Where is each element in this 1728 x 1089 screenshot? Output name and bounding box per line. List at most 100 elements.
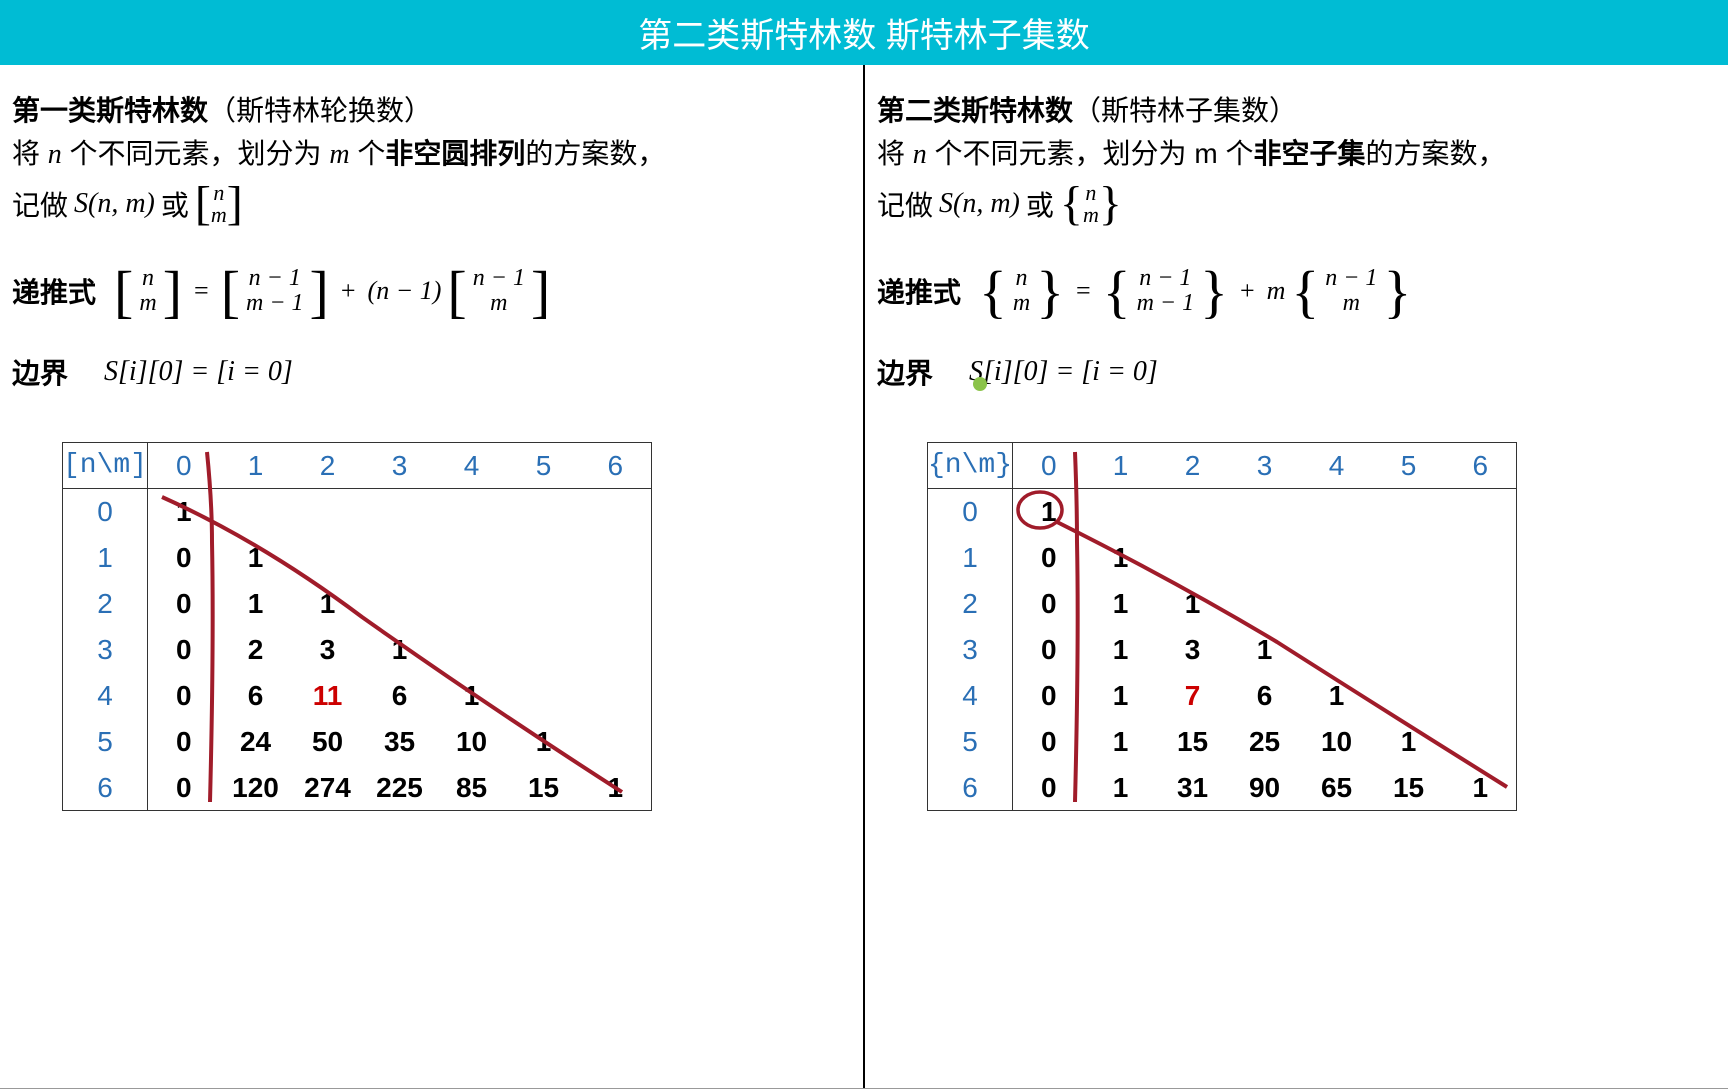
- left-table-wrap: [n\m]01234560110120113023140611615024503…: [62, 442, 851, 811]
- table-cell: 50: [292, 719, 364, 765]
- left-title: 第一类斯特林数（斯特林轮换数）: [12, 89, 851, 129]
- table-cell: 85: [436, 765, 508, 811]
- table-cell: 1: [508, 719, 580, 765]
- right-title-bold: 第二类斯特林数: [877, 95, 1073, 126]
- table-row-header: 6: [63, 765, 148, 811]
- table-cell: 11: [292, 673, 364, 719]
- table-col-header: 0: [148, 443, 220, 489]
- table-cell: [1445, 489, 1517, 535]
- table-row-header: 4: [63, 673, 148, 719]
- table-cell: [436, 581, 508, 627]
- table-cell: [508, 535, 580, 581]
- right-column: 第二类斯特林数（斯特林子集数） 将 n 个不同元素，划分为 m 个非空子集的方案…: [863, 65, 1728, 1088]
- table-cell: [580, 489, 652, 535]
- table-cell: [508, 581, 580, 627]
- table-col-header: 3: [1229, 443, 1301, 489]
- table-cell: [1373, 627, 1445, 673]
- left-column: 第一类斯特林数（斯特林轮换数） 将 n 个不同元素，划分为 m 个非空圆排列的方…: [0, 65, 863, 1088]
- table-cell: 10: [436, 719, 508, 765]
- table-col-header: 6: [1445, 443, 1517, 489]
- table-cell: [580, 719, 652, 765]
- table-cell: 0: [1013, 581, 1085, 627]
- table-cell: [508, 627, 580, 673]
- table-cell: 0: [148, 765, 220, 811]
- table-cell: 0: [1013, 765, 1085, 811]
- right-bracket-icon: { nm }: [1060, 182, 1122, 226]
- right-recurrence: 递推式 {nm} = {n − 1m − 1} + m {n − 1m}: [877, 266, 1716, 316]
- table-cell: 31: [1157, 765, 1229, 811]
- table-cell: [580, 535, 652, 581]
- table-cell: [580, 627, 652, 673]
- table-row-header: 3: [63, 627, 148, 673]
- cursor-dot-icon: [973, 377, 987, 391]
- table-row: 101: [928, 535, 1517, 581]
- table-cell: 0: [1013, 673, 1085, 719]
- table-cell: [1445, 673, 1517, 719]
- table-cell: [1229, 581, 1301, 627]
- table-cell: 120: [220, 765, 292, 811]
- table-cell: [580, 673, 652, 719]
- table-row: 2011: [63, 581, 652, 627]
- table-cell: 1: [220, 581, 292, 627]
- table-row: 101: [63, 535, 652, 581]
- table-row-header: 0: [63, 489, 148, 535]
- table-cell: [580, 581, 652, 627]
- table-cell: 0: [148, 719, 220, 765]
- table-row: 01: [928, 489, 1517, 535]
- left-title-bold: 第一类斯特林数: [12, 95, 208, 126]
- table-cell: [292, 535, 364, 581]
- left-bracket-icon: [ nm ]: [195, 182, 243, 226]
- table-cell: [1157, 489, 1229, 535]
- table-cell: [1301, 627, 1373, 673]
- table-cell: [1373, 535, 1445, 581]
- table-cell: [1445, 719, 1517, 765]
- right-table: {n\m}01234560110120113013140176150115251…: [927, 442, 1517, 811]
- table-cell: [364, 581, 436, 627]
- table-cell: [1373, 581, 1445, 627]
- table-cell: [1445, 627, 1517, 673]
- left-notation: 记做 S(n, m) 或 [ nm ]: [12, 182, 851, 226]
- table-cell: 25: [1229, 719, 1301, 765]
- table-cell: 1: [1085, 627, 1157, 673]
- table-row: 30131: [928, 627, 1517, 673]
- table-col-header: 6: [580, 443, 652, 489]
- table-cell: 0: [148, 673, 220, 719]
- table-cell: 7: [1157, 673, 1229, 719]
- table-cell: 1: [1085, 719, 1157, 765]
- table-cell: [1229, 535, 1301, 581]
- table-cell: 1: [1445, 765, 1517, 811]
- left-desc: 将 n 个不同元素，划分为 m 个非空圆排列的方案数，: [12, 133, 851, 176]
- table-cell: [1445, 535, 1517, 581]
- table-cell: 1: [292, 581, 364, 627]
- table-cell: [436, 627, 508, 673]
- table-row-header: 5: [63, 719, 148, 765]
- table-row: 6012027422585151: [63, 765, 652, 811]
- table-row-header: 3: [928, 627, 1013, 673]
- table-cell: [364, 535, 436, 581]
- table-cell: 10: [1301, 719, 1373, 765]
- table-col-header: 5: [1373, 443, 1445, 489]
- table-cell: [508, 673, 580, 719]
- table-cell: 3: [292, 627, 364, 673]
- table-row: 01: [63, 489, 652, 535]
- table-cell: [292, 489, 364, 535]
- table-cell: 24: [220, 719, 292, 765]
- table-cell: [1301, 535, 1373, 581]
- table-cell: [1445, 581, 1517, 627]
- table-col-header: 1: [1085, 443, 1157, 489]
- header-title: 第二类斯特林数 斯特林子集数: [638, 17, 1089, 55]
- table-row-header: 2: [928, 581, 1013, 627]
- table-col-header: 4: [436, 443, 508, 489]
- table-cell: 0: [1013, 719, 1085, 765]
- table-cell: 225: [364, 765, 436, 811]
- table-cell: 2: [220, 627, 292, 673]
- table-row: 601319065151: [928, 765, 1517, 811]
- table-cell: 1: [148, 489, 220, 535]
- table-corner: [n\m]: [63, 443, 148, 489]
- table-cell: 0: [148, 535, 220, 581]
- table-cell: [508, 489, 580, 535]
- table-cell: [1229, 489, 1301, 535]
- table-row-header: 2: [63, 581, 148, 627]
- right-notation: 记做 S(n, m) 或 { nm }: [877, 182, 1716, 226]
- table-cell: 0: [1013, 535, 1085, 581]
